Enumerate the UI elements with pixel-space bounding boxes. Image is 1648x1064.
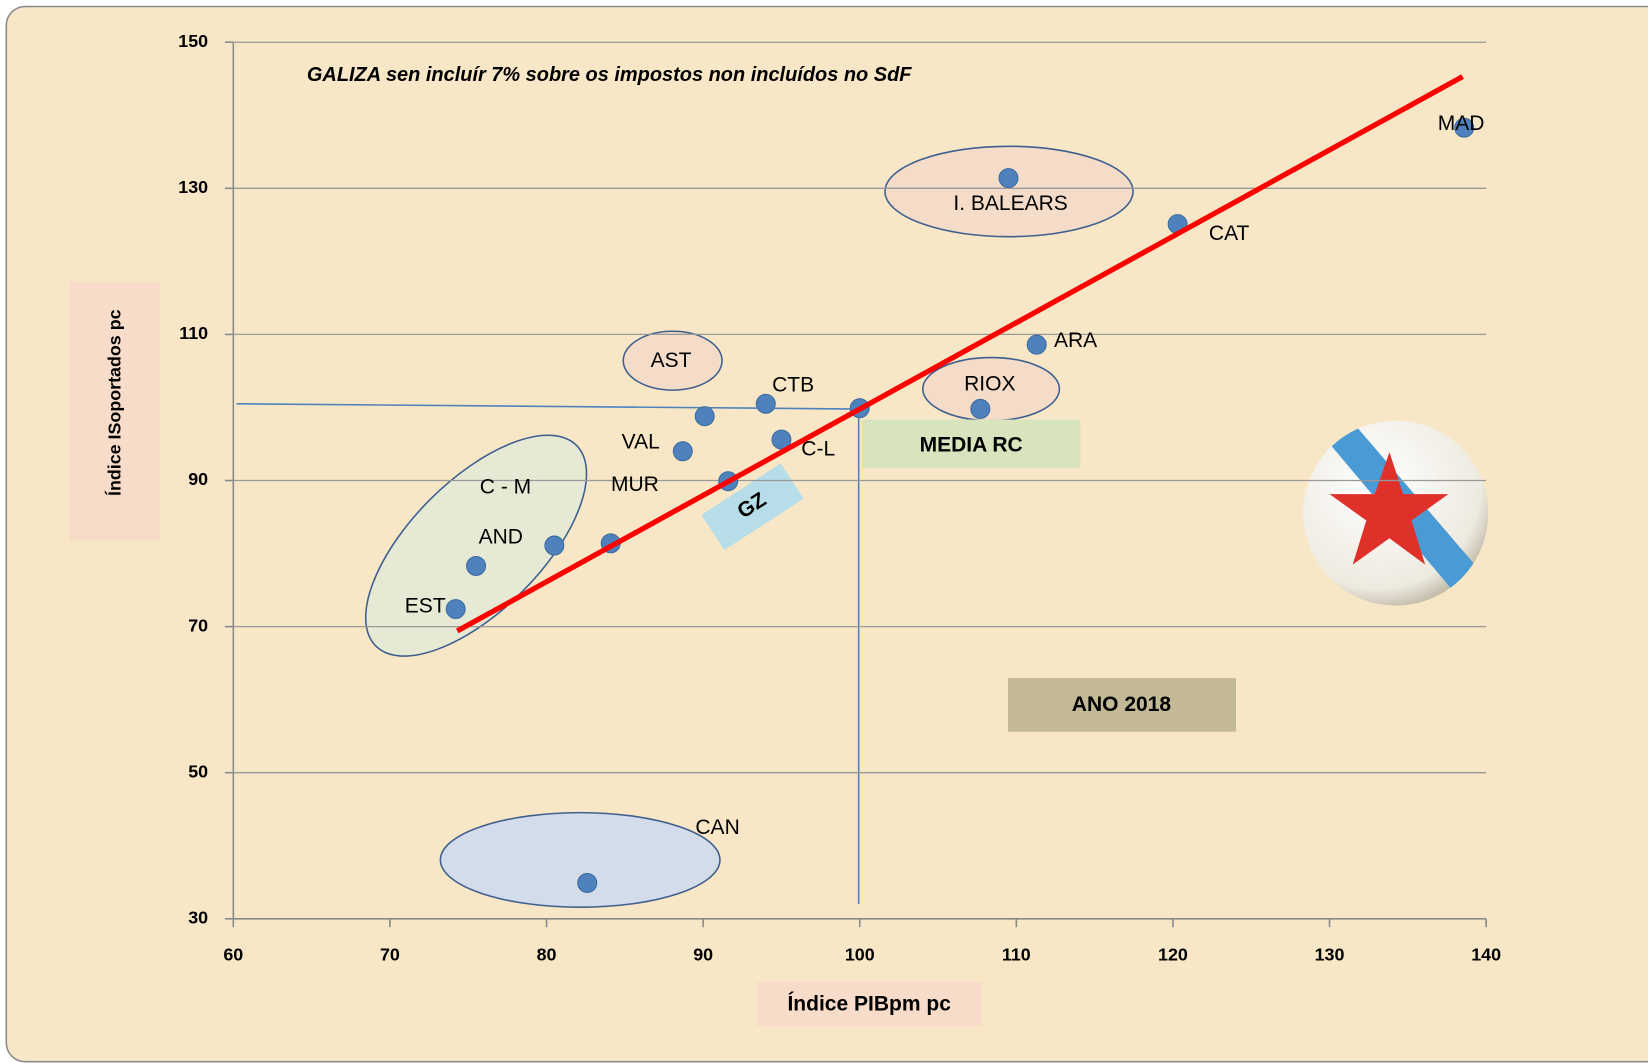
point bbox=[755, 393, 776, 414]
y-tick-label: 130 bbox=[178, 177, 208, 197]
y-tick-label: 110 bbox=[179, 323, 208, 343]
annotation: MEDIA RC bbox=[920, 433, 1023, 456]
point bbox=[998, 168, 1019, 189]
annotations: MEDIA RC ANO 2018 bbox=[236, 145, 1489, 909]
point bbox=[771, 429, 792, 450]
point-label: MUR bbox=[611, 473, 659, 496]
point-label: CAT bbox=[1209, 222, 1250, 245]
point bbox=[970, 398, 991, 419]
point bbox=[694, 406, 715, 427]
annotation-box bbox=[1007, 678, 1236, 732]
ellipse bbox=[439, 811, 721, 909]
ellipse bbox=[884, 145, 1134, 238]
point-label: AND bbox=[479, 526, 523, 549]
x-tick-label: 130 bbox=[1315, 944, 1345, 964]
annotation: ANO 2018 bbox=[1072, 693, 1172, 716]
trendline bbox=[455, 74, 1464, 634]
y-tick-label: 70 bbox=[188, 615, 208, 635]
point bbox=[466, 555, 487, 576]
x-tick-label: 120 bbox=[1158, 944, 1188, 964]
ellipse bbox=[622, 330, 723, 391]
x-tick-label: 80 bbox=[537, 944, 557, 964]
point bbox=[1454, 117, 1475, 138]
x-axis-label: Índice PIBpm pc bbox=[787, 993, 951, 1016]
x-tick-label: 110 bbox=[1002, 944, 1031, 964]
ellipse bbox=[364, 434, 588, 657]
point bbox=[544, 535, 565, 556]
point-label: AST bbox=[651, 349, 692, 372]
point-label: ARA bbox=[1054, 329, 1097, 352]
badge bbox=[1303, 420, 1489, 606]
chart-title: GALIZA sen incluír 7% sobre os impostos … bbox=[307, 64, 912, 86]
point bbox=[672, 441, 693, 462]
y-label-bg bbox=[69, 281, 160, 541]
point-label: CAN bbox=[695, 816, 739, 839]
point-label: CTB bbox=[772, 373, 814, 396]
reference-line bbox=[236, 402, 859, 410]
x-tick-label: 100 bbox=[845, 944, 875, 964]
point-label: MAD bbox=[1438, 112, 1485, 135]
y-tick-label: 30 bbox=[188, 907, 208, 927]
y-tick-label: 50 bbox=[188, 761, 208, 781]
x-label-bg bbox=[756, 981, 982, 1026]
y-axis-label: Índice ISoportados pc bbox=[103, 309, 124, 496]
x-tick-label: 90 bbox=[693, 944, 713, 964]
x-tick-label: 140 bbox=[1471, 944, 1501, 964]
point bbox=[577, 872, 598, 893]
point bbox=[1026, 334, 1047, 355]
point-label: RIOX bbox=[964, 372, 1015, 395]
x-tick-label: 70 bbox=[380, 944, 400, 964]
point-label: VAL bbox=[622, 430, 660, 453]
point-label: C-L bbox=[801, 438, 835, 461]
y-tick-label: 90 bbox=[188, 469, 208, 489]
point bbox=[445, 599, 466, 620]
point-label: I. BALEARS bbox=[953, 192, 1067, 215]
background bbox=[5, 5, 1648, 1063]
annotation-box bbox=[861, 419, 1081, 468]
y-tick-label: 150 bbox=[178, 31, 208, 51]
point-label: EST bbox=[405, 595, 446, 618]
x-tick-label: 60 bbox=[223, 944, 243, 964]
point-label: C - M bbox=[480, 476, 531, 499]
gz-box bbox=[701, 463, 804, 551]
